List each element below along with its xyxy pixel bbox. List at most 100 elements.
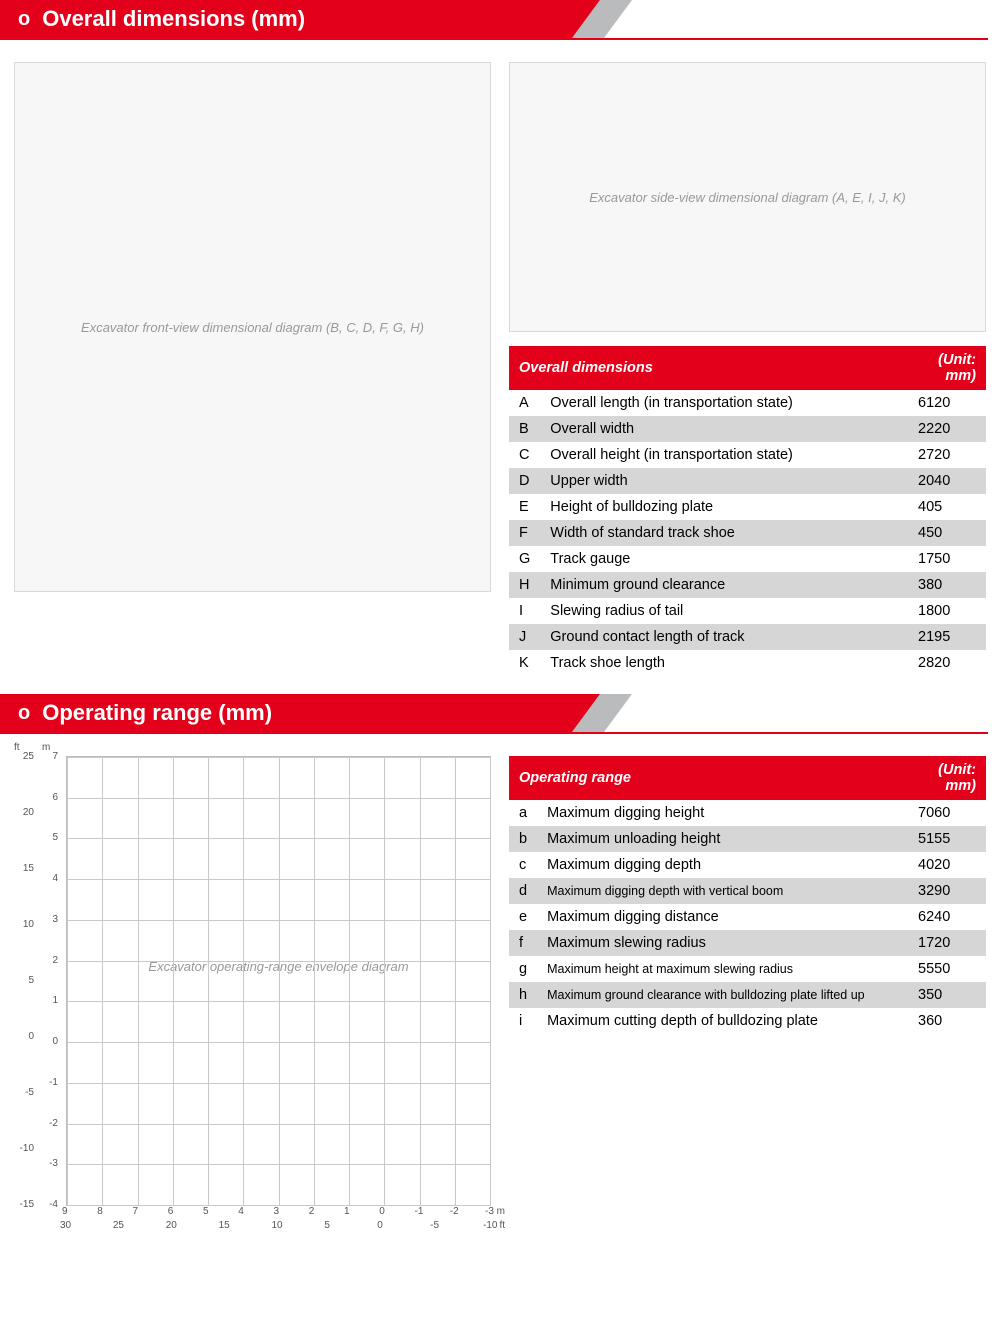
row-label: Maximum unloading height bbox=[537, 826, 908, 852]
table-row: KTrack shoe length2820 bbox=[509, 650, 986, 676]
table-row: eMaximum digging distance6240 bbox=[509, 904, 986, 930]
row-key: h bbox=[509, 982, 537, 1008]
axis-tick-label: -2 bbox=[49, 1118, 58, 1129]
row-value: 360 bbox=[908, 1008, 986, 1034]
axis-tick-label: -1 bbox=[49, 1077, 58, 1088]
row-value: 380 bbox=[908, 572, 986, 598]
grid-line bbox=[384, 757, 385, 1205]
row-key: B bbox=[509, 416, 540, 442]
axis-tick-label: -5 bbox=[430, 1220, 439, 1231]
range-y-axis-ft: ft 2520151050-5-10-15 bbox=[14, 756, 36, 1206]
axis-tick-label: 10 bbox=[23, 919, 34, 930]
range-table-header-unit: (Unit: mm) bbox=[908, 756, 986, 800]
row-value: 2220 bbox=[908, 416, 986, 442]
row-key: G bbox=[509, 546, 540, 572]
row-value: 5155 bbox=[908, 826, 986, 852]
table-row: cMaximum digging depth4020 bbox=[509, 852, 986, 878]
table-row: DUpper width2040 bbox=[509, 468, 986, 494]
grid-line bbox=[67, 757, 68, 1205]
axis-tick-label: -1 bbox=[415, 1206, 424, 1217]
header-bullet-icon: o bbox=[18, 702, 30, 725]
row-value: 3290 bbox=[908, 878, 986, 904]
axis-tick-label: 30 bbox=[60, 1220, 71, 1231]
row-key: f bbox=[509, 930, 537, 956]
grid-line bbox=[208, 757, 209, 1205]
row-key: b bbox=[509, 826, 537, 852]
axis-tick-label: 3 bbox=[52, 914, 58, 925]
row-label: Maximum height at maximum slewing radius bbox=[537, 956, 908, 982]
axis-unit-m-bottom: m bbox=[497, 1206, 505, 1217]
section-header-dimensions: o Overall dimensions (mm) bbox=[0, 0, 1000, 38]
header-bullet-icon: o bbox=[18, 8, 30, 31]
table-row: COverall height (in transportation state… bbox=[509, 442, 986, 468]
grid-line bbox=[455, 757, 456, 1205]
header-red-bar: o Overall dimensions (mm) bbox=[0, 0, 600, 38]
range-x-axis-m: m 9876543210-1-2-3 bbox=[66, 1206, 491, 1220]
axis-tick-label: 9 bbox=[62, 1206, 68, 1217]
axis-tick-label: 6 bbox=[52, 792, 58, 803]
row-label: Track gauge bbox=[540, 546, 908, 572]
axis-unit-ft: ft bbox=[14, 742, 20, 753]
range-right-col: Operating range (Unit: mm) aMaximum digg… bbox=[509, 756, 986, 1234]
axis-tick-label: 20 bbox=[166, 1220, 177, 1231]
axis-tick-label: -4 bbox=[49, 1199, 58, 1210]
table-row: HMinimum ground clearance380 bbox=[509, 572, 986, 598]
axis-tick-label: 5 bbox=[52, 832, 58, 843]
axis-tick-label: 25 bbox=[23, 751, 34, 762]
front-view-caption: Excavator front-view dimensional diagram… bbox=[81, 320, 424, 335]
row-key: J bbox=[509, 624, 540, 650]
row-key: e bbox=[509, 904, 537, 930]
axis-tick-label: 7 bbox=[52, 751, 58, 762]
dimensions-right-col: Excavator side-view dimensional diagram … bbox=[509, 62, 986, 676]
axis-tick-label: -3 bbox=[49, 1158, 58, 1169]
row-value: 5550 bbox=[908, 956, 986, 982]
dimensions-table-header-unit: (Unit: mm) bbox=[908, 346, 986, 390]
row-key: E bbox=[509, 494, 540, 520]
axis-tick-label: -10 bbox=[20, 1143, 34, 1154]
side-view-caption: Excavator side-view dimensional diagram … bbox=[589, 190, 905, 205]
dimensions-table-header-label: Overall dimensions bbox=[509, 346, 908, 390]
table-row: aMaximum digging height7060 bbox=[509, 800, 986, 826]
row-key: C bbox=[509, 442, 540, 468]
axis-tick-label: 15 bbox=[23, 863, 34, 874]
row-value: 2820 bbox=[908, 650, 986, 676]
row-label: Overall width bbox=[540, 416, 908, 442]
row-label: Height of bulldozing plate bbox=[540, 494, 908, 520]
row-key: g bbox=[509, 956, 537, 982]
row-value: 7060 bbox=[908, 800, 986, 826]
axis-tick-label: 0 bbox=[377, 1220, 383, 1231]
header-red-bar: o Operating range (mm) bbox=[0, 694, 600, 732]
range-x-axis-ft: ft 302520151050-5-10 bbox=[66, 1220, 491, 1234]
header-underline bbox=[0, 732, 988, 734]
axis-tick-label: 15 bbox=[219, 1220, 230, 1231]
axis-tick-label: 5 bbox=[28, 975, 34, 986]
row-key: I bbox=[509, 598, 540, 624]
row-value: 1800 bbox=[908, 598, 986, 624]
axis-tick-label: 0 bbox=[28, 1031, 34, 1042]
row-value: 1750 bbox=[908, 546, 986, 572]
axis-tick-label: 1 bbox=[344, 1206, 350, 1217]
axis-tick-label: 20 bbox=[23, 807, 34, 818]
row-key: K bbox=[509, 650, 540, 676]
table-row: hMaximum ground clearance with bulldozin… bbox=[509, 982, 986, 1008]
row-key: c bbox=[509, 852, 537, 878]
axis-tick-label: 7 bbox=[133, 1206, 139, 1217]
section-title: Operating range (mm) bbox=[42, 700, 272, 726]
row-value: 1720 bbox=[908, 930, 986, 956]
section-header-range: o Operating range (mm) bbox=[0, 694, 1000, 732]
table-row: ISlewing radius of tail1800 bbox=[509, 598, 986, 624]
axis-tick-label: -5 bbox=[25, 1087, 34, 1098]
range-left-col: ft 2520151050-5-10-15 m 76543210-1-2-3-4… bbox=[14, 756, 491, 1234]
range-content-row: ft 2520151050-5-10-15 m 76543210-1-2-3-4… bbox=[0, 746, 1000, 1234]
grid-line bbox=[243, 757, 244, 1205]
range-table-header-label: Operating range bbox=[509, 756, 908, 800]
side-view-diagram: Excavator side-view dimensional diagram … bbox=[509, 62, 986, 332]
axis-tick-label: 8 bbox=[97, 1206, 103, 1217]
table-row: JGround contact length of track2195 bbox=[509, 624, 986, 650]
axis-tick-label: 25 bbox=[113, 1220, 124, 1231]
axis-tick-label: -3 bbox=[485, 1206, 494, 1217]
axis-tick-label: 10 bbox=[272, 1220, 283, 1231]
dimensions-content-row: Excavator front-view dimensional diagram… bbox=[0, 52, 1000, 676]
grid-line bbox=[420, 757, 421, 1205]
table-row: gMaximum height at maximum slewing radiu… bbox=[509, 956, 986, 982]
